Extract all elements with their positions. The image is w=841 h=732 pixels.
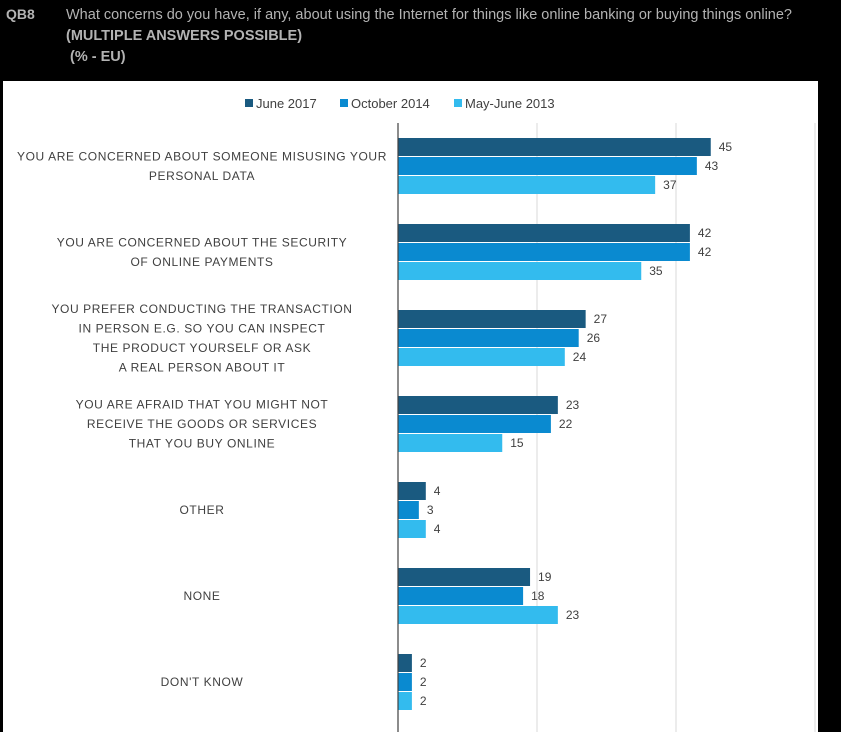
category-label: DON'T KNOW — [161, 675, 244, 689]
question-header: QB8 What concerns do you have, if any, a… — [0, 0, 841, 80]
bar — [398, 482, 426, 500]
legend-label: October 2014 — [351, 96, 430, 111]
bar — [398, 329, 579, 347]
bar-value-label: 15 — [510, 436, 524, 450]
bar — [398, 587, 524, 605]
category-label: NONE — [183, 589, 220, 603]
legend-label: May-June 2013 — [465, 96, 555, 111]
category-label: YOU ARE AFRAID THAT YOU MIGHT NOT — [76, 398, 329, 412]
bar — [398, 138, 711, 156]
question-unit: (% - EU) — [70, 49, 126, 65]
bar — [398, 606, 558, 624]
bar-value-label: 4 — [434, 522, 441, 536]
bar — [398, 157, 697, 175]
bar-value-label: 42 — [698, 226, 712, 240]
legend-swatch — [340, 99, 348, 107]
bar — [398, 673, 412, 691]
bar-value-label: 2 — [420, 675, 427, 689]
bar-value-label: 19 — [538, 570, 552, 584]
bar-value-label: 3 — [427, 503, 434, 517]
bar — [398, 348, 565, 366]
bar — [398, 568, 531, 586]
bar — [398, 501, 419, 519]
category-label: OF ONLINE PAYMENTS — [130, 255, 273, 269]
legend-swatch — [245, 99, 253, 107]
bar-value-label: 23 — [566, 608, 580, 622]
bar-value-label: 35 — [649, 264, 663, 278]
legend-swatch — [454, 99, 462, 107]
bar — [398, 520, 426, 538]
bar-value-label: 22 — [559, 417, 573, 431]
bar — [398, 396, 558, 414]
category-label: A REAL PERSON ABOUT IT — [119, 360, 286, 374]
bar-value-label: 45 — [719, 140, 733, 154]
bar — [398, 415, 551, 433]
bar — [398, 692, 412, 710]
bar-value-label: 18 — [531, 589, 545, 603]
bar-value-label: 2 — [420, 694, 427, 708]
bar — [398, 262, 642, 280]
bar-value-label: 24 — [573, 350, 587, 364]
bar — [398, 654, 412, 672]
bar-value-label: 42 — [698, 245, 712, 259]
category-label: IN PERSON E.G. SO YOU CAN INSPECT — [79, 321, 326, 335]
category-label: THAT YOU BUY ONLINE — [129, 437, 276, 451]
category-label: PERSONAL DATA — [149, 169, 255, 183]
category-label: YOU PREFER CONDUCTING THE TRANSACTION — [51, 302, 352, 316]
question-text-block: What concerns do you have, if any, about… — [66, 5, 792, 68]
category-label: THE PRODUCT YOURSELF OR ASK — [93, 341, 311, 355]
bar-value-label: 43 — [705, 159, 719, 173]
bar-chart: June 2017 October 2014 May-June 2013454337… — [17, 96, 816, 732]
category-label: YOU ARE CONCERNED ABOUT SOMEONE MISUSING… — [17, 149, 387, 163]
bar-value-label: 2 — [420, 656, 427, 670]
bar-value-label: 4 — [434, 484, 441, 498]
question-note: (MULTIPLE ANSWERS POSSIBLE) — [66, 28, 303, 44]
legend-label: June 2017 — [256, 96, 317, 111]
category-label: YOU ARE CONCERNED ABOUT THE SECURITY — [57, 235, 348, 249]
bar-value-label: 37 — [663, 178, 677, 192]
bar — [398, 310, 586, 328]
bar — [398, 176, 656, 194]
bar-value-label: 27 — [594, 312, 608, 326]
bar-value-label: 26 — [587, 331, 601, 345]
bar — [398, 224, 690, 242]
chart-panel: June 2017 October 2014 May-June 2013 45 43 37… — [3, 81, 818, 732]
category-label: OTHER — [180, 503, 225, 517]
question-text: What concerns do you have, if any, about… — [66, 7, 792, 23]
bar — [398, 243, 690, 261]
category-label: RECEIVE THE GOODS OR SERVICES — [87, 417, 317, 431]
bar — [398, 434, 503, 452]
question-id: QB8 — [6, 6, 35, 22]
bar-value-label: 23 — [566, 398, 580, 412]
